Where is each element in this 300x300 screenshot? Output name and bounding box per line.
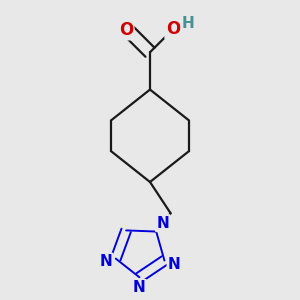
Text: O: O xyxy=(119,21,133,39)
Text: N: N xyxy=(133,280,146,296)
Text: N: N xyxy=(168,257,181,272)
Text: H: H xyxy=(182,16,195,31)
Text: N: N xyxy=(99,254,112,269)
Text: N: N xyxy=(157,216,169,231)
Text: O: O xyxy=(166,20,180,38)
